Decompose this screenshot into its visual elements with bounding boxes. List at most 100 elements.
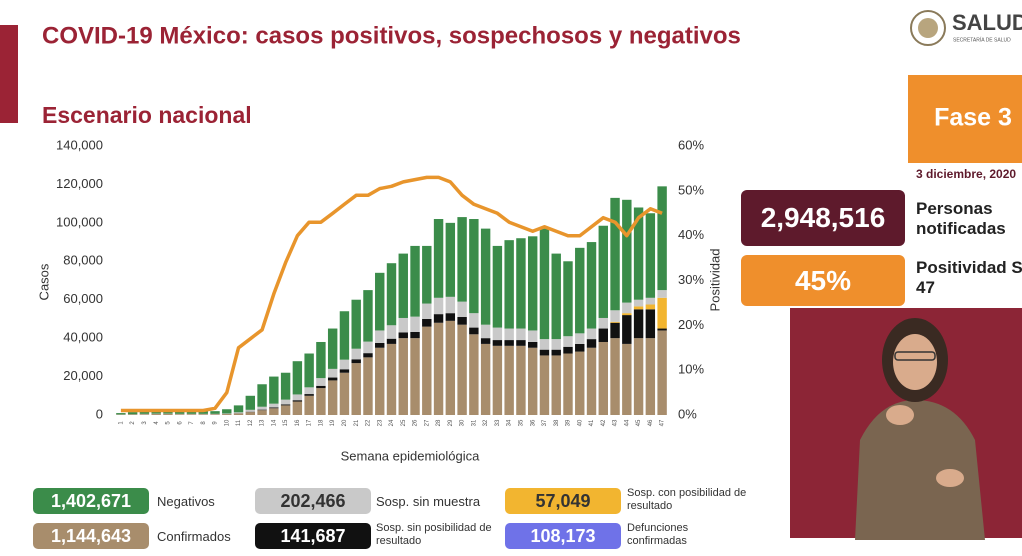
bar-segment <box>645 297 656 305</box>
bar-segment <box>280 404 291 406</box>
stat-label: Personas notificadas <box>916 199 1006 238</box>
bar-segment <box>186 411 197 414</box>
bar-segment <box>151 414 161 415</box>
bar-segment <box>469 334 479 415</box>
bar-segment <box>657 297 667 329</box>
bar-segment <box>327 328 338 369</box>
bar-segment <box>316 378 326 386</box>
legend-total: 1,402,671 <box>33 488 149 514</box>
bar-segment <box>445 222 456 297</box>
bar-segment <box>657 290 667 298</box>
bar-segment <box>339 311 350 360</box>
bar-segment <box>386 263 397 326</box>
bar-segment <box>633 207 644 300</box>
bar-segment <box>657 186 667 291</box>
legend-total: 202,466 <box>255 488 371 514</box>
bar-segment <box>645 309 656 339</box>
bar-segment <box>245 412 256 415</box>
bar-segment <box>575 333 585 344</box>
logo-subtext: SECRETARÍA DE SALUD <box>953 36 1011 43</box>
bar-segment <box>233 412 244 414</box>
bar-segment <box>257 384 267 407</box>
bar-segment <box>622 199 632 303</box>
bar-segment <box>375 342 385 348</box>
x-tick-label: 6 <box>177 421 183 425</box>
x-tick-label: 24 <box>389 419 395 426</box>
bar-segment <box>551 355 561 415</box>
phase-text: Fase 3 <box>934 104 1012 132</box>
x-tick-label: 37 <box>542 419 548 426</box>
bar-segment <box>339 359 350 370</box>
y-tick-label: 120,000 <box>56 176 103 191</box>
bar-segment <box>280 372 291 400</box>
bar-segment <box>422 318 432 327</box>
y-axis-label: Casos <box>36 263 51 300</box>
x-tick-label: 19 <box>330 419 336 426</box>
bar-segment <box>492 345 503 415</box>
y-tick-label: 60,000 <box>63 291 103 306</box>
bar-segment <box>363 353 373 358</box>
bar-segment <box>139 414 150 415</box>
y-tick-label: 100,000 <box>56 214 103 229</box>
legend-label: Negativos <box>157 494 215 509</box>
bar-segment <box>210 414 220 415</box>
x-tick-label: 20 <box>342 419 348 426</box>
x-tick-label: 2 <box>130 421 136 425</box>
bar-segment <box>622 315 632 344</box>
x-tick-label: 9 <box>213 421 219 425</box>
bar-segment <box>504 240 514 329</box>
bar-segment <box>516 328 526 341</box>
bar-segment <box>645 338 656 415</box>
bar-segment <box>175 411 185 414</box>
bar-segment <box>410 338 420 415</box>
bar-segment <box>469 219 479 314</box>
bar-segment <box>598 341 608 415</box>
accent-bar <box>0 25 18 123</box>
bar-segment <box>139 411 150 414</box>
bar-segment <box>422 303 432 319</box>
x-tick-label: 45 <box>636 419 642 426</box>
bar-segment <box>410 316 420 332</box>
y2-tick-label: 10% <box>678 362 704 377</box>
y-tick-label: 80,000 <box>63 253 103 268</box>
y2-axis-label: Positividad <box>707 249 722 312</box>
bar-segment <box>457 301 467 318</box>
x-tick-label: 29 <box>448 419 454 426</box>
x-tick-label: 4 <box>154 421 160 425</box>
bar-segment <box>398 317 408 333</box>
bar-segment <box>445 296 456 314</box>
bar-segment <box>198 411 208 414</box>
bar-segment <box>304 395 314 415</box>
bar-segment <box>269 407 279 409</box>
x-tick-label: 8 <box>201 421 207 425</box>
x-tick-label: 43 <box>613 419 619 426</box>
x-tick-label: 41 <box>589 419 595 426</box>
bar-segment <box>410 245 420 317</box>
logo-emblem <box>918 18 938 38</box>
bar-segment <box>539 349 550 356</box>
bar-segment <box>163 414 173 415</box>
bar-segment <box>280 405 291 415</box>
bar-segment <box>210 411 220 414</box>
bar-segment <box>222 409 232 414</box>
bar-segment <box>457 217 467 302</box>
bar-segment <box>292 361 303 395</box>
x-tick-label: 32 <box>483 419 489 426</box>
x-axis-label: Semana epidemiológica <box>341 448 481 463</box>
phase-box <box>908 75 1022 163</box>
x-tick-label: 15 <box>283 419 289 426</box>
bar-segment <box>327 368 338 378</box>
interpreter-face <box>893 334 937 390</box>
logo-text: SALUD <box>952 10 1022 35</box>
legend-label: Defunciones confirmadas <box>627 522 689 547</box>
bar-segment <box>610 338 620 415</box>
bar-segment <box>504 345 514 415</box>
bar-segment <box>563 346 573 354</box>
bar-segment <box>433 297 444 315</box>
bar-segment <box>622 302 632 314</box>
x-tick-label: 30 <box>460 419 466 426</box>
bar-segment <box>233 405 244 413</box>
y-tick-label: 20,000 <box>63 368 103 383</box>
bar-segment <box>280 399 291 405</box>
bar-segment <box>633 338 644 415</box>
